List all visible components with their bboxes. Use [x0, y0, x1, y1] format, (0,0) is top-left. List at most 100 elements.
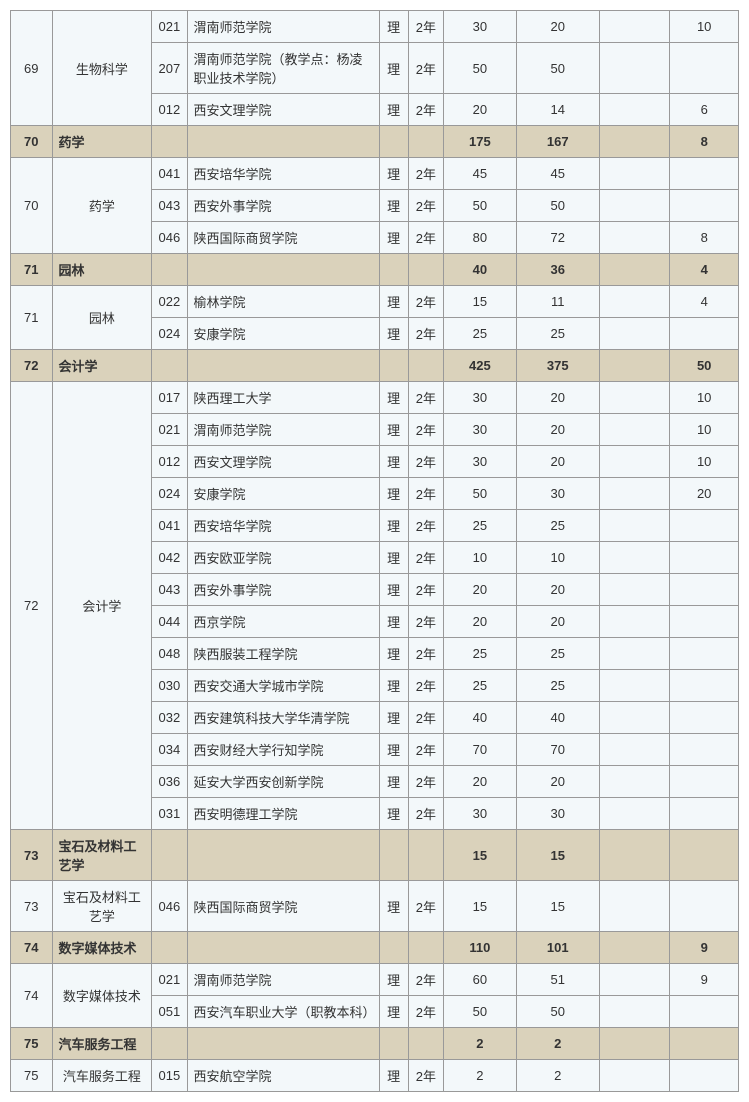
row-value-2: 11 [516, 286, 599, 318]
row-code: 041 [152, 158, 187, 190]
row-value-1: 30 [444, 382, 517, 414]
row-code: 021 [152, 964, 187, 996]
row-value-4 [670, 542, 739, 574]
row-subject: 理 [379, 510, 408, 542]
row-value-4 [670, 881, 739, 932]
row-value-1: 25 [444, 318, 517, 350]
table-row: 73宝石及材料工艺学046陕西国际商贸学院理2年1515 [11, 881, 739, 932]
row-subject: 理 [379, 478, 408, 510]
row-major: 会计学 [52, 382, 152, 830]
empty-cell [408, 932, 443, 964]
row-school-name: 榆林学院 [187, 286, 379, 318]
row-value-3 [599, 606, 670, 638]
row-idx: 73 [11, 881, 53, 932]
empty-cell [187, 1028, 379, 1060]
category-major: 会计学 [52, 350, 152, 382]
row-subject: 理 [379, 574, 408, 606]
enrollment-table: 69生物科学021渭南师范学院理2年302010207渭南师范学院（教学点：杨凌… [10, 10, 739, 1092]
row-code: 043 [152, 574, 187, 606]
row-school-name: 西安文理学院 [187, 94, 379, 126]
row-value-3 [599, 766, 670, 798]
empty-cell [152, 126, 187, 158]
category-header-row: 74数字媒体技术1101019 [11, 932, 739, 964]
row-idx: 74 [11, 964, 53, 1028]
row-value-1: 50 [444, 190, 517, 222]
row-subject: 理 [379, 542, 408, 574]
row-school-name: 陕西理工大学 [187, 382, 379, 414]
row-duration: 2年 [408, 996, 443, 1028]
empty-cell [187, 126, 379, 158]
row-value-1: 20 [444, 766, 517, 798]
category-total-2: 36 [516, 254, 599, 286]
row-school-name: 西安财经大学行知学院 [187, 734, 379, 766]
row-value-2: 50 [516, 43, 599, 94]
row-value-2: 50 [516, 190, 599, 222]
row-duration: 2年 [408, 414, 443, 446]
row-value-1: 40 [444, 702, 517, 734]
category-total-3 [599, 254, 670, 286]
table-row: 71园林022榆林学院理2年15114 [11, 286, 739, 318]
row-code: 030 [152, 670, 187, 702]
row-value-4: 10 [670, 414, 739, 446]
row-school-name: 西安交通大学城市学院 [187, 670, 379, 702]
row-code: 031 [152, 798, 187, 830]
row-subject: 理 [379, 382, 408, 414]
row-value-4 [670, 638, 739, 670]
row-value-1: 25 [444, 670, 517, 702]
row-idx: 69 [11, 11, 53, 126]
row-value-3 [599, 286, 670, 318]
category-total-3 [599, 126, 670, 158]
row-value-4 [670, 574, 739, 606]
category-total-1: 110 [444, 932, 517, 964]
row-value-3 [599, 510, 670, 542]
empty-cell [187, 350, 379, 382]
row-subject: 理 [379, 414, 408, 446]
row-school-name: 西京学院 [187, 606, 379, 638]
row-subject: 理 [379, 286, 408, 318]
empty-cell [152, 350, 187, 382]
category-header-row: 73宝石及材料工艺学1515 [11, 830, 739, 881]
row-school-name: 渭南师范学院 [187, 964, 379, 996]
row-value-2: 20 [516, 446, 599, 478]
row-duration: 2年 [408, 382, 443, 414]
category-total-3 [599, 1028, 670, 1060]
row-value-2: 70 [516, 734, 599, 766]
row-duration: 2年 [408, 638, 443, 670]
row-value-1: 50 [444, 478, 517, 510]
row-code: 015 [152, 1060, 187, 1092]
row-school-name: 安康学院 [187, 478, 379, 510]
row-value-3 [599, 574, 670, 606]
empty-cell [187, 254, 379, 286]
row-value-1: 10 [444, 542, 517, 574]
empty-cell [187, 830, 379, 881]
empty-cell [152, 1028, 187, 1060]
row-idx: 70 [11, 158, 53, 254]
row-value-3 [599, 702, 670, 734]
row-value-4 [670, 766, 739, 798]
row-subject: 理 [379, 446, 408, 478]
row-idx: 71 [11, 286, 53, 350]
row-value-2: 20 [516, 414, 599, 446]
category-header-row: 71园林40364 [11, 254, 739, 286]
row-value-1: 20 [444, 94, 517, 126]
category-header-row: 70药学1751678 [11, 126, 739, 158]
row-code: 046 [152, 881, 187, 932]
row-value-4: 10 [670, 382, 739, 414]
row-value-4: 8 [670, 222, 739, 254]
row-duration: 2年 [408, 574, 443, 606]
row-code: 043 [152, 190, 187, 222]
row-subject: 理 [379, 996, 408, 1028]
category-idx: 74 [11, 932, 53, 964]
row-value-3 [599, 996, 670, 1028]
category-total-3 [599, 932, 670, 964]
row-code: 012 [152, 446, 187, 478]
empty-cell [379, 830, 408, 881]
row-value-1: 30 [444, 798, 517, 830]
category-idx: 71 [11, 254, 53, 286]
row-value-3 [599, 11, 670, 43]
row-value-2: 20 [516, 574, 599, 606]
row-duration: 2年 [408, 766, 443, 798]
row-duration: 2年 [408, 702, 443, 734]
category-major: 数字媒体技术 [52, 932, 152, 964]
row-subject: 理 [379, 798, 408, 830]
